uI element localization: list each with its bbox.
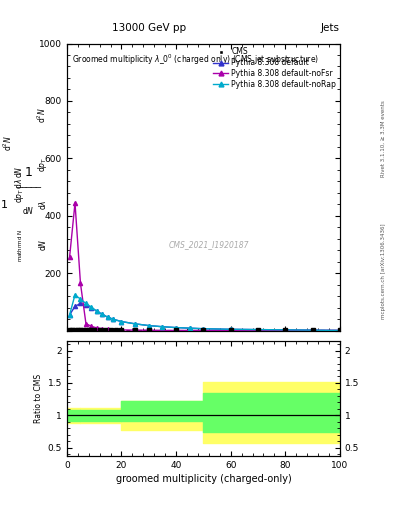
Text: 1: 1: [25, 166, 33, 179]
Y-axis label: Ratio to CMS: Ratio to CMS: [35, 374, 43, 423]
Text: $\mathrm{d}N$: $\mathrm{d}N$: [37, 239, 48, 251]
X-axis label: groomed multiplicity (charged-only): groomed multiplicity (charged-only): [116, 474, 291, 484]
Text: $\mathrm{d}N$: $\mathrm{d}N$: [22, 205, 35, 216]
Text: $\mathrm{d}p_T\,\mathrm{d}\lambda\,\mathrm{d}N$: $\mathrm{d}p_T\,\mathrm{d}\lambda\,\math…: [13, 166, 26, 203]
Text: $\mathrm{mathrm\,d\,N}$: $\mathrm{mathrm\,d\,N}$: [16, 229, 24, 262]
Text: $\mathrm{d}^2N$: $\mathrm{d}^2N$: [2, 135, 14, 152]
Text: Groomed multiplicity $\lambda\_0^0$ (charged only) (CMS jet substructure): Groomed multiplicity $\lambda\_0^0$ (cha…: [72, 52, 320, 67]
Text: ─────: ─────: [16, 183, 41, 191]
Text: Jets: Jets: [321, 23, 340, 33]
Text: $\mathrm{d}^2N$: $\mathrm{d}^2N$: [36, 108, 48, 123]
Text: CMS_2021_I1920187: CMS_2021_I1920187: [169, 240, 249, 249]
Text: Rivet 3.1.10, ≥ 3.3M events: Rivet 3.1.10, ≥ 3.3M events: [381, 100, 386, 177]
Text: 1: 1: [0, 200, 7, 210]
Text: $\mathrm{d}\lambda$: $\mathrm{d}\lambda$: [37, 199, 48, 209]
Text: $\mathrm{d}p_T$: $\mathrm{d}p_T$: [36, 157, 49, 172]
Text: mcplots.cern.ch [arXiv:1306.3436]: mcplots.cern.ch [arXiv:1306.3436]: [381, 224, 386, 319]
Text: 13000 GeV pp: 13000 GeV pp: [112, 23, 186, 33]
Legend: CMS, Pythia 8.308 default, Pythia 8.308 default-noFsr, Pythia 8.308 default-noRa: CMS, Pythia 8.308 default, Pythia 8.308 …: [211, 46, 338, 91]
